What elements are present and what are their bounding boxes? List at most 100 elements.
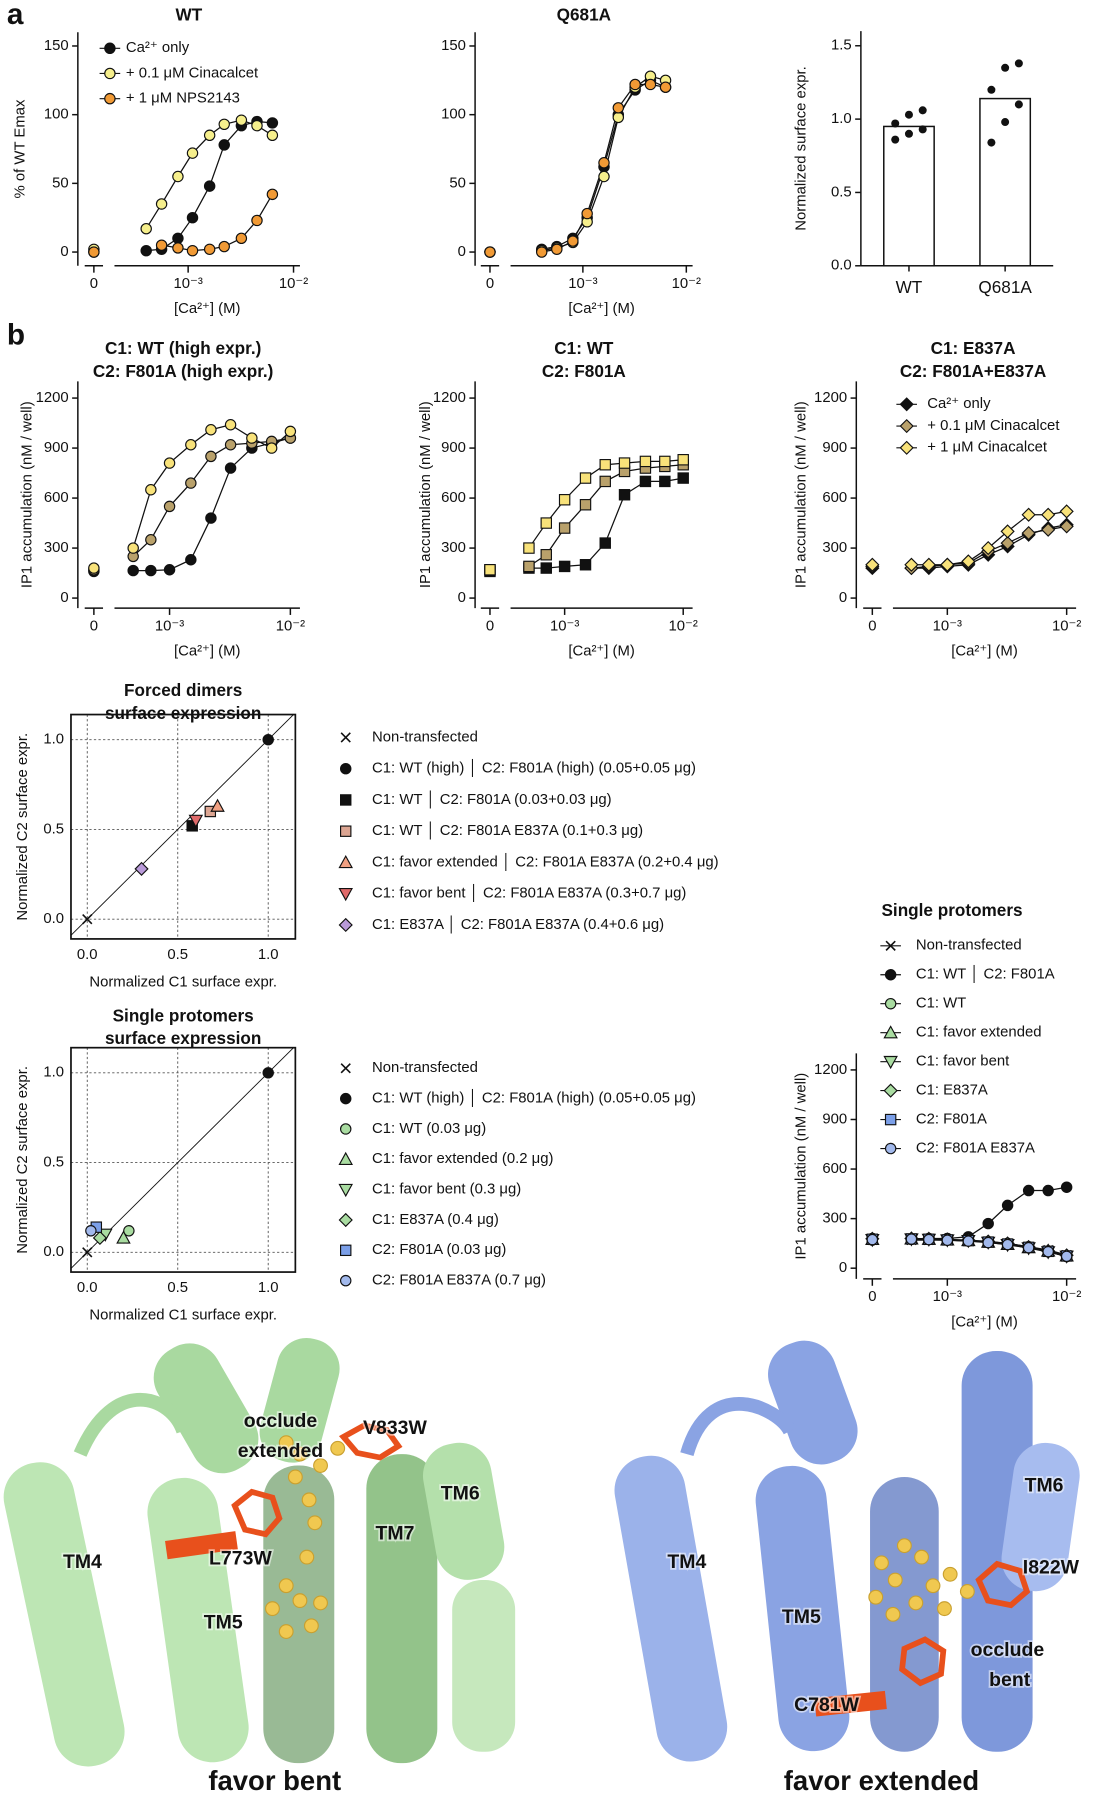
legend-marker: [340, 1123, 352, 1135]
point: [1001, 63, 1010, 72]
panel-label: b: [7, 319, 25, 352]
point: [618, 489, 631, 501]
y-tick-label: 1.0: [43, 732, 64, 748]
point: [1059, 519, 1074, 534]
legend-label: C1: WT │ C2: F801A: [916, 965, 1055, 984]
y-tick-label: 300: [822, 1211, 847, 1227]
plot-frame: [70, 1046, 297, 1273]
y-tick-label: 0: [60, 590, 68, 606]
legend-label: C2: F801A E837A: [916, 1140, 1035, 1156]
point: [598, 157, 610, 169]
legend-marker: [340, 825, 352, 837]
point: [203, 129, 216, 142]
legend-marker: [883, 1025, 898, 1039]
legend-label: + 1 μM NPS2143: [126, 91, 240, 107]
legend-marker: [884, 1142, 897, 1155]
point: [145, 484, 157, 496]
legend-label: Ca²⁺ only: [126, 40, 190, 56]
curve: [528, 459, 684, 549]
point: [891, 135, 900, 144]
legend-label: C2: F801A: [916, 1112, 987, 1128]
point: [82, 914, 93, 925]
legend-marker: [899, 397, 914, 412]
x-tick-label: 0: [90, 276, 98, 292]
point: [961, 554, 976, 569]
legend-label: C1: favor extended: [916, 1025, 1042, 1041]
point: [579, 472, 592, 484]
legend-marker: [340, 1274, 352, 1287]
structure-caption: favor extended: [784, 1765, 979, 1796]
point: [982, 1217, 994, 1230]
point: [567, 235, 579, 247]
point: [145, 534, 157, 546]
point: [599, 459, 611, 471]
point: [251, 214, 263, 227]
point: [218, 118, 230, 131]
legend-label: C1: WT (0.03 μg): [372, 1121, 486, 1137]
point: [618, 457, 631, 469]
point: [116, 1230, 131, 1244]
point: [865, 557, 880, 572]
point: [1000, 535, 1015, 551]
point: [523, 542, 535, 554]
legend-marker: [338, 887, 353, 902]
point: [1021, 525, 1036, 541]
legend-marker: [899, 440, 914, 455]
point: [629, 78, 641, 91]
point: [659, 475, 671, 488]
point: [205, 450, 217, 463]
legend-label: C1: WT: [916, 996, 966, 1012]
legend-marker: [884, 997, 897, 1010]
point: [205, 424, 217, 436]
point: [612, 102, 625, 114]
x-axis-title: [Ca²⁺] (M): [568, 644, 635, 660]
point: [918, 125, 927, 134]
point: [905, 1233, 918, 1245]
legend-label: C2: F801A E837A (0.7 μg): [372, 1273, 546, 1289]
point: [140, 244, 152, 257]
point: [540, 549, 552, 561]
x-tick-label: 0.0: [77, 1280, 98, 1296]
y-tick-label: 0: [458, 244, 466, 260]
point: [145, 564, 157, 577]
x-tick-label: 10⁻³: [173, 276, 202, 292]
point: [558, 522, 571, 534]
x-tick-label: 10⁻³: [550, 618, 579, 634]
point: [88, 562, 100, 574]
point: [921, 557, 936, 572]
structure-label: bent: [989, 1669, 1031, 1691]
chart-subtitle: surface expression: [105, 1028, 261, 1048]
point: [558, 494, 571, 506]
x-axis-title: [Ca²⁺] (M): [174, 301, 241, 317]
point: [581, 207, 593, 220]
legend-marker: [884, 969, 897, 981]
y-tick-label: 0: [458, 590, 466, 606]
point: [203, 243, 216, 256]
point: [1022, 1241, 1035, 1254]
legend-marker: [885, 940, 896, 951]
x-tick-label: 1.0: [258, 947, 279, 963]
point: [941, 1234, 954, 1246]
y-tick-label: 0: [839, 1260, 847, 1276]
legend-marker: [883, 1083, 898, 1098]
point: [1014, 59, 1023, 68]
point: [1021, 507, 1036, 522]
legend-marker: [338, 917, 353, 933]
structure-label: TM4: [667, 1551, 706, 1573]
point: [218, 240, 230, 253]
legend-marker: [340, 732, 351, 743]
point: [1001, 1199, 1014, 1212]
x-axis-title: [Ca²⁺] (M): [174, 644, 241, 660]
point: [558, 560, 571, 573]
structure-label: TM5: [782, 1606, 821, 1628]
point: [224, 462, 237, 474]
point: [535, 246, 548, 258]
legend-label: C1: WT │ C2: F801A E837A (0.1+0.3 μg): [372, 821, 643, 840]
legend-label: C1: E837A (0.4 μg): [372, 1212, 499, 1228]
point: [163, 500, 176, 513]
point: [203, 180, 216, 192]
point: [163, 457, 176, 469]
point: [659, 455, 671, 468]
point: [1001, 118, 1010, 127]
